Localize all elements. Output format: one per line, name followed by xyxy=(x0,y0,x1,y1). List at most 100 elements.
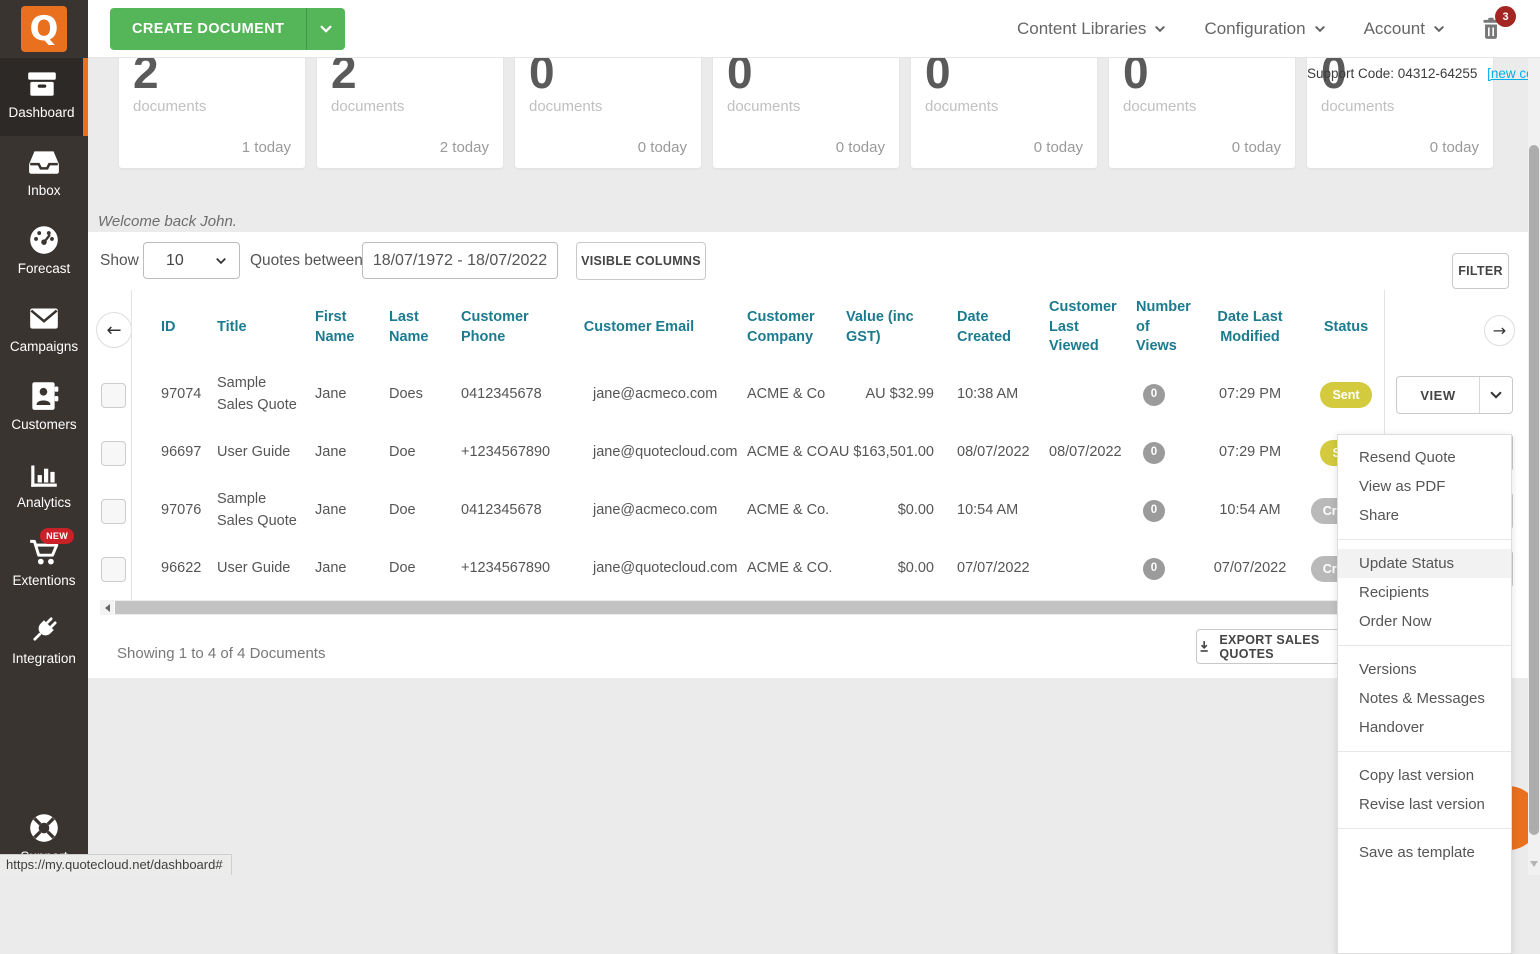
cell-email: jane@acmeco.com xyxy=(593,502,718,519)
cell-views: 0 xyxy=(1117,500,1191,522)
col-header-customer-company[interactable]: Customer Company xyxy=(747,308,815,345)
sidebar-item-customers[interactable]: Customers xyxy=(0,370,88,448)
col-header-title[interactable]: Title xyxy=(217,318,247,335)
view-button[interactable]: VIEW xyxy=(1396,376,1513,414)
create-document-button[interactable]: CREATE DOCUMENT xyxy=(110,8,346,50)
col-header-last-viewed[interactable]: Customer Last Viewed xyxy=(1049,299,1117,355)
nav-account[interactable]: Account xyxy=(1364,19,1445,39)
stat-today: 2 today xyxy=(439,139,489,156)
trash-button[interactable]: 3 xyxy=(1478,6,1516,44)
inbox-icon xyxy=(29,151,59,174)
menu-item-revise-last-version[interactable]: Revise last version xyxy=(1359,796,1485,813)
table-row: 97076 Sample Sales Quote Jane Doe 041234… xyxy=(133,482,1383,540)
stat-today: 0 today xyxy=(1033,139,1083,156)
stat-unit: documents xyxy=(331,98,405,116)
quotecloud-logo-icon: Q xyxy=(21,6,67,52)
menu-item-versions[interactable]: Versions xyxy=(1359,661,1417,678)
table-controls: Show 10 Quotes between 18/07/1972 - 18/0… xyxy=(88,242,1540,289)
cell-email: jane@quotecloud.com xyxy=(593,560,738,577)
nav-label: Account xyxy=(1363,19,1425,38)
row-checkbox[interactable] xyxy=(101,441,126,466)
chevron-down-icon xyxy=(216,257,226,264)
archive-box-icon xyxy=(27,72,56,96)
col-header-value[interactable]: Value (inc GST) xyxy=(846,308,914,345)
vertical-scrollbar[interactable] xyxy=(1528,58,1540,875)
cell-phone: +1234567890 xyxy=(461,444,551,461)
sidebar-item-inbox[interactable]: Inbox xyxy=(0,136,88,214)
col-header-last-name[interactable]: Last Name xyxy=(389,308,429,345)
horizontal-scrollbar[interactable] xyxy=(100,600,1392,615)
nav-label: Content Libraries xyxy=(1016,19,1147,38)
nav-configuration[interactable]: Configuration xyxy=(1204,19,1325,39)
views-count-badge: 0 xyxy=(1143,442,1165,464)
page-size-select[interactable]: 10 xyxy=(143,242,240,279)
menu-item-share[interactable]: Share xyxy=(1359,507,1400,524)
menu-divider xyxy=(1338,645,1511,646)
status-badge: Sent xyxy=(1320,381,1372,409)
col-header-views[interactable]: Number of Views xyxy=(1136,299,1191,355)
col-header-date-created[interactable]: Date Created xyxy=(957,308,1011,345)
top-navigation: Content Libraries Configuration Account xyxy=(1017,0,1445,58)
col-header-status[interactable]: Status xyxy=(1323,318,1369,335)
create-document-dropdown-toggle[interactable] xyxy=(306,8,345,50)
sidebar-item-integration[interactable]: Integration xyxy=(0,604,88,682)
sidebar-item-label: Extentions xyxy=(12,573,76,588)
sidebar-item-forecast[interactable]: Forecast xyxy=(0,214,88,292)
scrollbar-left-arrow[interactable] xyxy=(100,600,114,615)
sidebar-item-extentions[interactable]: NEW Extentions xyxy=(0,526,88,604)
row-checkbox[interactable] xyxy=(101,557,126,582)
top-bar: Q CREATE DOCUMENT Content Libraries Conf… xyxy=(0,0,1540,58)
cell-title: User Guide xyxy=(217,560,291,577)
documents-panel: Show 10 Quotes between 18/07/1972 - 18/0… xyxy=(88,232,1540,678)
menu-item-recipients[interactable]: Recipients xyxy=(1359,584,1430,601)
quotecloud-dashboard: { "topbar": { "logo_letter": "Q", "creat… xyxy=(0,0,1540,875)
table-row: 97074 Sample Sales Quote Jane Does 04123… xyxy=(133,366,1383,424)
col-header-date-modified[interactable]: Date Last Modified xyxy=(1217,308,1283,345)
visible-columns-button[interactable]: VISIBLE COLUMNS xyxy=(576,242,706,280)
chevron-down-icon xyxy=(1155,26,1166,33)
sidebar-item-campaigns[interactable]: Campaigns xyxy=(0,292,88,370)
col-header-first-name[interactable]: First Name xyxy=(315,308,355,345)
scrollbar-thumb[interactable] xyxy=(1529,145,1539,835)
cell-first-name: Jane xyxy=(315,502,347,519)
date-range-input[interactable]: 18/07/1972 - 18/07/2022 xyxy=(362,242,558,279)
menu-item-copy-last-version[interactable]: Copy last version xyxy=(1359,767,1475,784)
col-header-customer-email[interactable]: Customer Email xyxy=(583,318,695,335)
stat-today: 0 today xyxy=(1429,139,1479,156)
sidebar-item-analytics[interactable]: Analytics xyxy=(0,448,88,526)
menu-item-resend-quote[interactable]: Resend Quote xyxy=(1359,449,1456,466)
create-document-label: CREATE DOCUMENT xyxy=(132,21,285,37)
support-code: Support Code: 04312-64255 [new code] xyxy=(1307,66,1540,81)
row-checkbox[interactable] xyxy=(101,499,126,524)
sidebar-item-dashboard[interactable]: Dashboard xyxy=(0,58,88,136)
menu-item-save-as-template[interactable]: Save as template xyxy=(1359,844,1475,861)
col-header-id[interactable]: ID xyxy=(161,318,176,335)
logo-block[interactable]: Q xyxy=(0,0,88,58)
stat-unit: documents xyxy=(727,98,801,116)
menu-item-notes-messages[interactable]: Notes & Messages xyxy=(1359,690,1485,707)
menu-item-view-as-pdf[interactable]: View as PDF xyxy=(1359,478,1446,495)
view-dropdown-toggle[interactable] xyxy=(1479,377,1512,413)
show-label: Show xyxy=(100,252,139,269)
scroll-right-button[interactable]: → xyxy=(1484,315,1515,346)
menu-item-order-now[interactable]: Order Now xyxy=(1359,613,1432,630)
menu-item-update-status[interactable]: Update Status xyxy=(1338,549,1511,578)
cell-first-name: Jane xyxy=(315,444,347,461)
export-button-label: EXPORT SALES QUOTES xyxy=(1219,632,1320,661)
cell-company: ACME & Co. xyxy=(747,502,830,519)
menu-item-handover[interactable]: Handover xyxy=(1359,719,1425,736)
table-row: 96697 User Guide Jane Doe +1234567890 ja… xyxy=(133,424,1383,482)
new-code-link[interactable]: [new code] xyxy=(1487,66,1540,81)
scrollbar-down-arrow[interactable] xyxy=(1530,861,1538,867)
scrollbar-thumb[interactable] xyxy=(115,601,1392,614)
scroll-left-button[interactable]: ← xyxy=(96,312,132,348)
quotes-between-label: Quotes between xyxy=(250,252,363,269)
cell-last-name: Doe xyxy=(389,560,416,577)
row-checkbox[interactable] xyxy=(101,383,126,408)
bar-chart-icon xyxy=(31,465,57,487)
filter-button[interactable]: FILTER xyxy=(1452,253,1509,289)
col-header-customer-phone[interactable]: Customer Phone xyxy=(461,308,529,345)
cell-last-name: Does xyxy=(389,386,423,403)
nav-content-libraries[interactable]: Content Libraries xyxy=(1017,19,1166,39)
cell-date-modified: 07:29 PM xyxy=(1218,386,1282,403)
